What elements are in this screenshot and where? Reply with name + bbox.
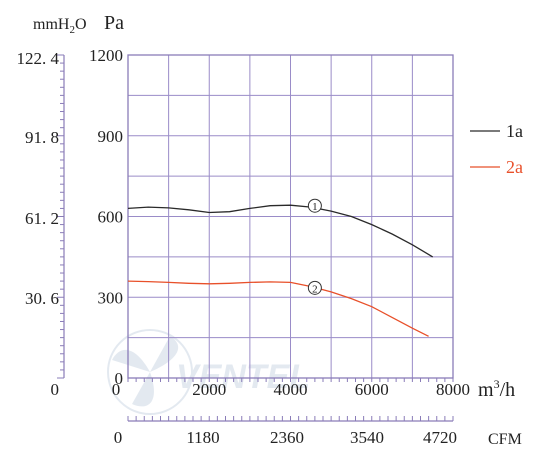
series-layer: 12 — [127, 198, 434, 337]
watermark: VENTEL — [107, 329, 310, 415]
cfm-axis: 0 1180 2360 3540 4720 — [114, 416, 457, 447]
cfm-tick-label: 2360 — [270, 428, 304, 447]
plot-grid — [128, 55, 453, 378]
fan-logo-icon — [107, 329, 193, 415]
series-line-2a — [127, 280, 429, 337]
pa-tick-label: 1200 — [89, 46, 123, 65]
cfm-minor-ticks — [127, 416, 454, 421]
mmh2o-tick-label: 122. 4 — [17, 49, 60, 68]
curve-marker-label: 1 — [312, 201, 318, 213]
cfm-tick-label: 0 — [114, 428, 123, 447]
mmh2o-axis: 122. 4 91. 8 61. 2 30. 6 0 — [17, 49, 65, 399]
flow-tick-label: 4000 — [274, 380, 308, 399]
mmh2o-tick-label: 91. 8 — [25, 128, 59, 147]
cfm-tick-label: 1180 — [186, 428, 219, 447]
series-line-1a — [127, 204, 434, 258]
cfm-tick-label: 3540 — [350, 428, 384, 447]
flow-tick-label: 8000 — [436, 380, 470, 399]
pa-axis: 0 300 600 900 1200 — [89, 46, 123, 388]
cfm-unit-label: CFM — [488, 431, 522, 448]
cfm-tick-label: 4720 — [423, 428, 457, 447]
mmh2o-tick-label: 0 — [51, 380, 60, 399]
pa-unit-label: Pa — [104, 12, 124, 34]
mmh2o-unit-label: mmH2O — [33, 16, 87, 36]
legend-label: 1a — [506, 121, 523, 141]
pa-tick-label: 300 — [98, 288, 124, 307]
flow-tick-label: 2000 — [192, 380, 226, 399]
pa-tick-label: 600 — [98, 208, 124, 227]
legend: 1a 2a — [470, 121, 523, 177]
flow-unit-label: m3/h — [478, 377, 515, 401]
curve-marker-circle — [307, 280, 322, 295]
flow-tick-label: 0 — [112, 380, 121, 399]
pa-tick-label: 900 — [98, 127, 124, 146]
mmh2o-minor-ticks — [57, 54, 64, 379]
curve-marker-circle — [307, 198, 322, 213]
curve-marker-label: 2 — [312, 283, 318, 295]
mmh2o-tick-label: 61. 2 — [25, 209, 59, 228]
watermark-text: VENTEL — [176, 358, 310, 396]
flow-axis: 0 2000 4000 6000 8000 — [112, 378, 470, 399]
flow-tick-label: 6000 — [355, 380, 389, 399]
legend-label: 2a — [506, 157, 523, 177]
mmh2o-tick-label: 30. 6 — [25, 289, 59, 308]
pa-tick-label: 0 — [115, 369, 124, 388]
